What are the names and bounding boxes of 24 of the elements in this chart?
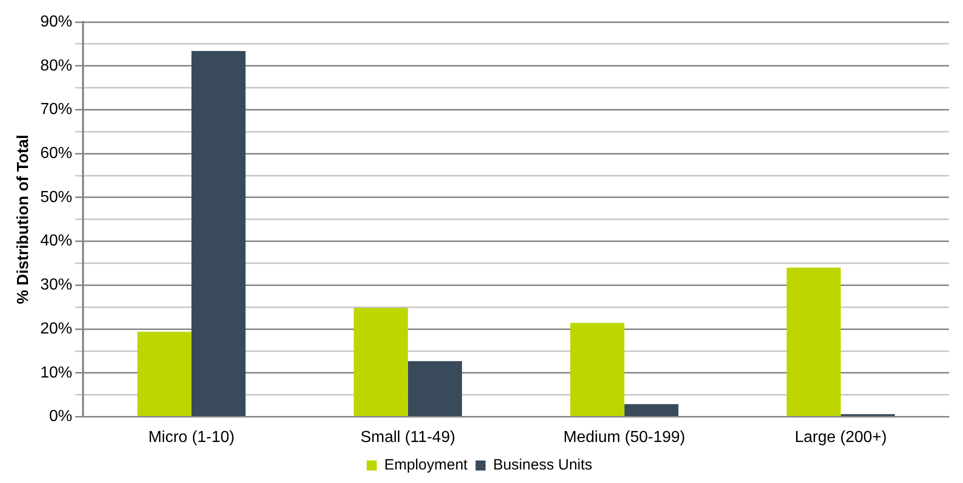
- bar: [408, 361, 462, 416]
- x-tick-label: Small (11-49): [360, 428, 456, 446]
- y-tick-label: 20%: [40, 320, 72, 338]
- y-tick-label: 10%: [40, 364, 72, 382]
- y-tick-label: 30%: [40, 276, 72, 294]
- bar: [624, 404, 678, 416]
- bar: [570, 322, 624, 416]
- y-tick-label: 50%: [40, 188, 72, 206]
- y-axis-title: % Distribution of Total: [15, 134, 32, 304]
- bar: [137, 332, 192, 416]
- y-tick-label: 60%: [40, 145, 72, 162]
- y-tick-label: 40%: [40, 232, 72, 250]
- bar: [191, 50, 246, 416]
- y-tick-label: 90%: [40, 13, 72, 30]
- x-tick-label: Micro (1-10): [148, 428, 235, 446]
- y-tick-label: 0%: [49, 408, 72, 426]
- legend-label: Employment: [384, 456, 468, 474]
- y-tick-label: 80%: [40, 57, 72, 74]
- legend-label: Business Units: [493, 456, 592, 474]
- bar: [354, 308, 408, 416]
- x-tick-label: Large (200+): [794, 428, 887, 446]
- bar: [786, 268, 841, 416]
- y-tick-label: 70%: [40, 101, 72, 118]
- x-tick-label: Medium (50-199): [563, 428, 686, 446]
